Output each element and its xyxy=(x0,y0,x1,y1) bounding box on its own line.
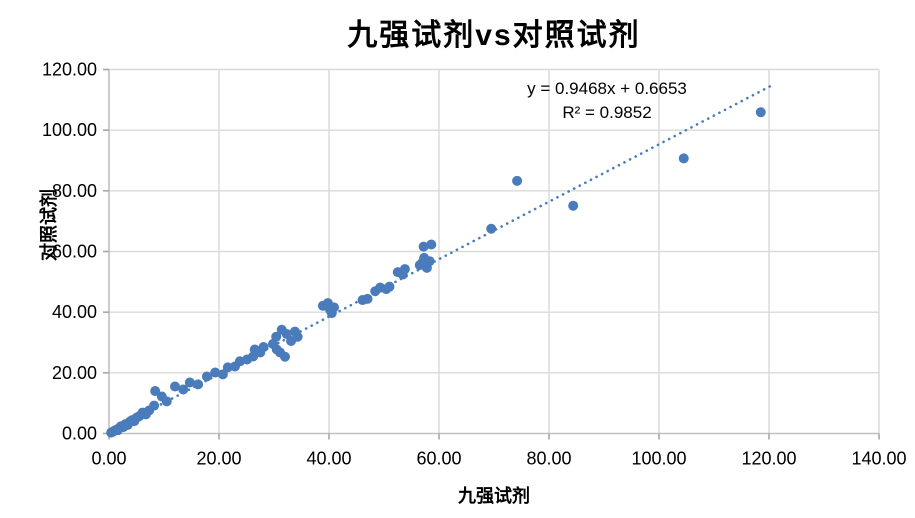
x-tick-label: 0.00 xyxy=(91,449,126,469)
x-tick-label: 20.00 xyxy=(196,449,241,469)
x-tick-label: 140.00 xyxy=(851,449,906,469)
x-tick-label: 40.00 xyxy=(306,449,351,469)
y-tick-label: 20.00 xyxy=(52,363,97,383)
data-point xyxy=(280,351,290,362)
data-point xyxy=(150,386,161,397)
data-points xyxy=(106,107,766,438)
x-tick-label: 100.00 xyxy=(631,449,686,469)
data-point xyxy=(170,381,180,392)
y-tick-label: 120.00 xyxy=(42,60,97,80)
data-point xyxy=(362,293,373,304)
data-point xyxy=(210,367,221,378)
data-point xyxy=(568,200,579,211)
trendline-group xyxy=(109,83,775,432)
data-point xyxy=(292,331,303,342)
data-point xyxy=(678,153,689,164)
data-point xyxy=(512,175,523,186)
tick-marks xyxy=(103,68,880,440)
data-point xyxy=(258,342,269,353)
data-point xyxy=(426,239,437,250)
x-tick-label: 60.00 xyxy=(416,449,461,469)
x-tick-label: 80.00 xyxy=(526,449,571,469)
data-point xyxy=(328,302,339,313)
chart-title: 九强试剂vs对照试剂 xyxy=(347,19,641,52)
data-point xyxy=(486,223,497,234)
data-point xyxy=(201,371,212,382)
data-point xyxy=(184,377,195,388)
y-tick-label: 0.00 xyxy=(62,424,97,444)
data-point xyxy=(755,107,766,118)
y-tick-label: 40.00 xyxy=(52,302,97,322)
data-point xyxy=(399,264,410,275)
y-tick-label: 80.00 xyxy=(52,181,97,201)
y-tick-label: 60.00 xyxy=(52,242,97,262)
x-axis-title: 九强试剂 xyxy=(458,486,530,506)
trendline-r-squared: R² = 0.9852 xyxy=(562,103,651,122)
data-point xyxy=(178,384,189,395)
x-tick-label: 120.00 xyxy=(741,449,796,469)
y-axis-title: 对照试剂 xyxy=(39,189,59,261)
data-point xyxy=(424,256,435,267)
trendline xyxy=(109,83,775,432)
tick-labels: 0.00 20.00 40.00 60.00 80.00 100.00 120.00 140.… xyxy=(42,60,907,469)
gridlines xyxy=(109,68,880,434)
trendline-equation: y = 0.9468x + 0.6653 xyxy=(527,79,687,98)
data-point xyxy=(418,241,429,252)
data-point xyxy=(271,331,282,342)
data-point xyxy=(161,396,172,407)
y-tick-label: 100.00 xyxy=(42,120,97,140)
data-point xyxy=(193,379,204,390)
data-point xyxy=(149,400,160,411)
data-point xyxy=(384,281,395,292)
data-point xyxy=(217,369,228,380)
